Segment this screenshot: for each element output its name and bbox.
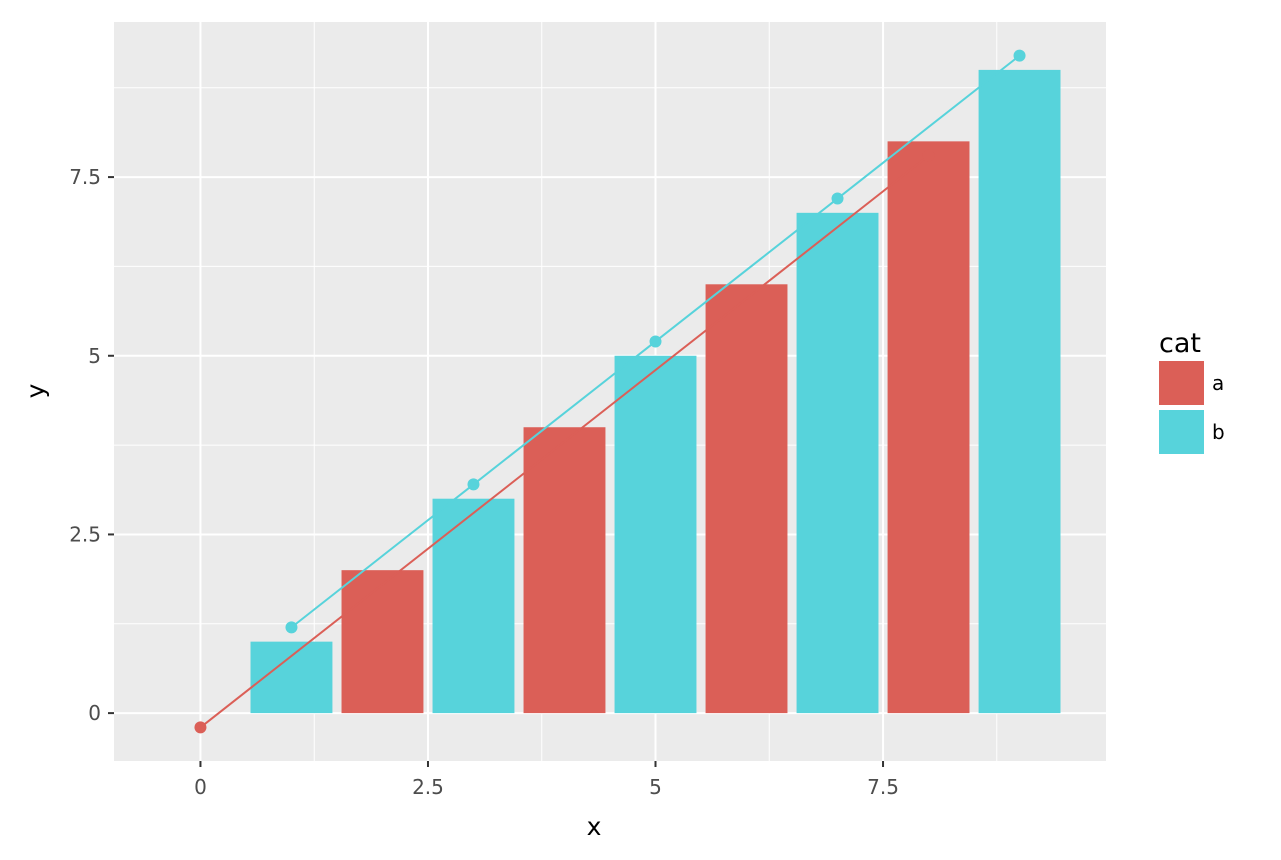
bar-a-x8 [887, 141, 970, 714]
bar-b-x9 [978, 69, 1061, 714]
series-point-b [649, 335, 662, 348]
legend-key-b [1159, 410, 1204, 454]
x-tick-label: 7.5 [867, 775, 899, 799]
legend: cat ab [1159, 328, 1225, 454]
x-axis-ticks: 0 2.5 5 7.5 [194, 761, 899, 799]
y-tick-label: 0 [88, 701, 101, 725]
legend-title: cat [1159, 328, 1201, 359]
series-point-b [285, 621, 298, 634]
y-tick-label: 5 [88, 344, 101, 368]
series-point-a [922, 149, 935, 162]
x-tick-label: 5 [649, 775, 662, 799]
series-point-b [467, 478, 480, 491]
series-point-b [1013, 49, 1026, 62]
series-points [194, 49, 1026, 734]
bar-a-x2 [341, 570, 424, 714]
legend-entries: ab [1159, 361, 1225, 454]
y-axis-title: y [21, 383, 50, 398]
bar-b-x7 [796, 212, 879, 714]
x-tick-label: 2.5 [412, 775, 444, 799]
legend-key-a [1159, 361, 1204, 405]
legend-label-b: b [1212, 420, 1225, 444]
bar-b-x3 [432, 498, 515, 714]
y-tick-label: 7.5 [69, 165, 101, 189]
bar-a-x4 [523, 427, 606, 714]
series-point-b [831, 192, 844, 205]
bar-b-x5 [614, 355, 697, 714]
legend-label-a: a [1212, 371, 1224, 395]
series-point-a [194, 721, 207, 734]
bars [250, 69, 1061, 714]
series-line-a [199, 154, 930, 729]
bar-a-x6 [705, 284, 788, 714]
x-axis-title: x [587, 812, 602, 841]
x-tick-label: 0 [194, 775, 207, 799]
y-tick-label: 2.5 [69, 522, 101, 546]
y-axis-ticks: 0 2.5 5 7.5 [69, 165, 114, 725]
